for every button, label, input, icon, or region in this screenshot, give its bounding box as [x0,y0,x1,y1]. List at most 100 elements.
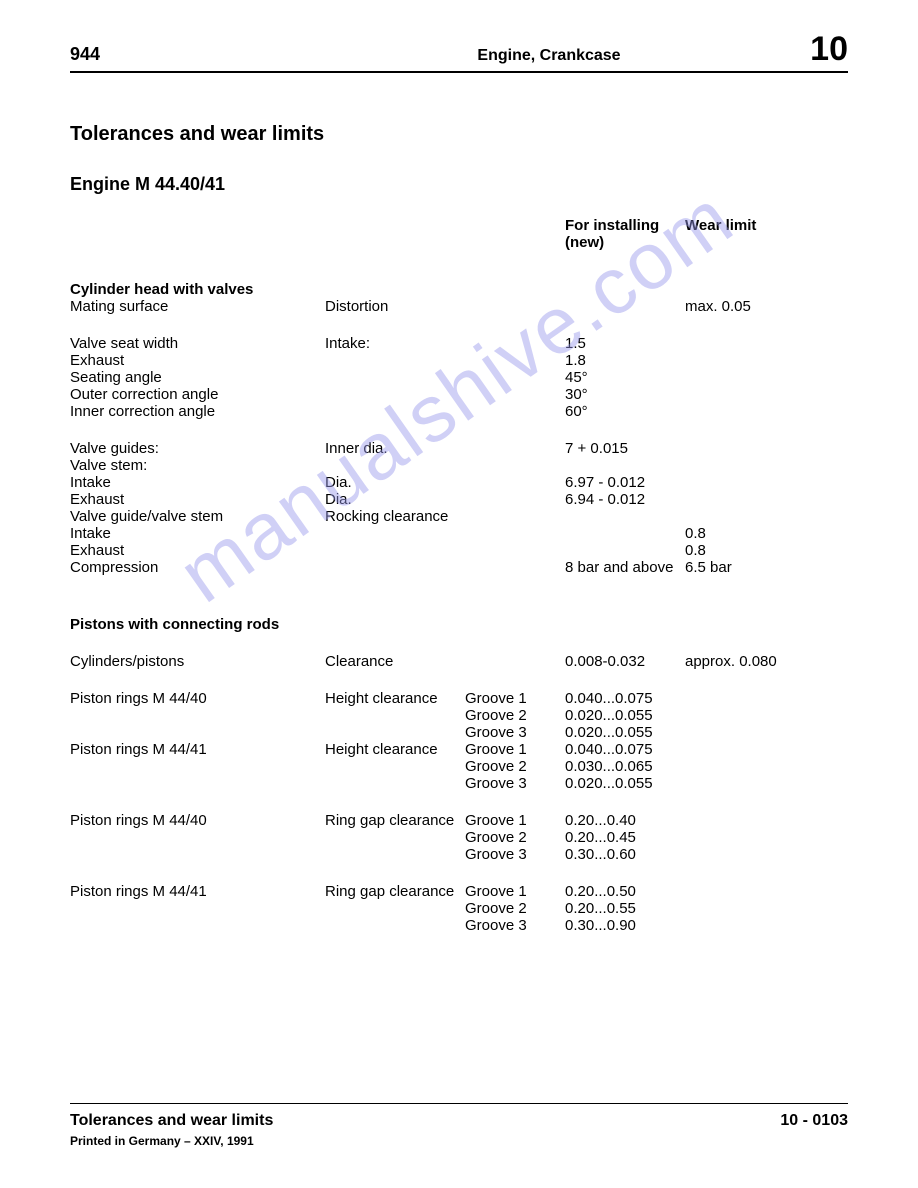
cell-new-value [565,542,685,559]
cell-measure [325,352,465,369]
cell-groove: Groove 3 [465,846,565,863]
cell-wear-value [685,508,805,525]
row-spacer [70,633,848,653]
cell-label [70,707,325,724]
cell-measure [325,775,465,792]
chapter-number: 10 [768,30,848,69]
col-header-new: For installing (new) [565,217,685,251]
cell-groove: Groove 3 [465,724,565,741]
row-spacer [70,420,848,440]
data-row: Groove 30.020...0.055 [70,775,848,792]
cell-groove [465,491,565,508]
cell-groove: Groove 1 [465,741,565,758]
col-header-wear: Wear limit [685,217,805,251]
cell-label: Outer correction angle [70,386,325,403]
cell-groove [465,559,565,576]
cell-wear-value [685,335,805,352]
cell-label: Piston rings M 44/41 [70,741,325,758]
footer-page: 10 - 0103 [780,1112,848,1130]
cell-label: Intake [70,474,325,491]
cell-wear-value [685,403,805,420]
cell-measure [325,829,465,846]
footer: Tolerances and wear limits 10 - 0103 Pri… [70,1103,848,1148]
cell-label: Valve guides: [70,440,325,457]
cell-new-value: 45° [565,369,685,386]
cell-label [70,846,325,863]
cell-groove [465,457,565,474]
cell-wear-value [685,846,805,863]
data-row: Intake0.8 [70,525,848,542]
cell-label: Exhaust [70,352,325,369]
cell-wear-value [685,829,805,846]
cell-wear-value [685,775,805,792]
cell-wear-value [685,741,805,758]
cell-new-value: 30° [565,386,685,403]
footer-title: Tolerances and wear limits [70,1112,273,1130]
cell-label [70,917,325,934]
cell-groove: Groove 2 [465,900,565,917]
cell-groove [465,542,565,559]
page-title: Tolerances and wear limits [70,123,848,146]
cell-label: Intake [70,525,325,542]
cell-label: Valve seat width [70,335,325,352]
cell-new-value: 0.040...0.075 [565,690,685,707]
cell-wear-value [685,474,805,491]
data-row: IntakeDia.6.97 - 0.012 [70,474,848,491]
cell-wear-value: approx. 0.080 [685,653,805,670]
cell-label: Piston rings M 44/40 [70,690,325,707]
cell-label: Exhaust [70,491,325,508]
cell-label: Exhaust [70,542,325,559]
cell-new-value: 60° [565,403,685,420]
cell-new-value [565,457,685,474]
top-header: 944 Engine, Crankcase 10 [70,30,848,73]
cell-label: Valve stem: [70,457,325,474]
cell-new-value: 0.20...0.40 [565,812,685,829]
cell-measure: Ring gap clearance [325,883,465,900]
cell-measure [325,900,465,917]
cylinder-head-heading: Cylinder head with valves [70,281,848,298]
cell-wear-value [685,690,805,707]
cell-measure [325,542,465,559]
row-spacer [70,863,848,883]
cell-groove: Groove 1 [465,883,565,900]
data-row: Piston rings M 44/41Ring gap clearanceGr… [70,883,848,900]
cell-new-value: 0.040...0.075 [565,741,685,758]
cell-measure: Intake: [325,335,465,352]
cell-new-value: 8 bar and above [565,559,685,576]
row-spacer [70,315,848,335]
cell-measure [325,386,465,403]
cell-groove: Groove 1 [465,690,565,707]
cell-groove [465,440,565,457]
data-row: Valve guide/valve stemRocking clearance [70,508,848,525]
cell-wear-value: 6.5 bar [685,559,805,576]
cell-new-value: 0.020...0.055 [565,724,685,741]
cell-groove: Groove 2 [465,758,565,775]
data-row: Groove 30.30...0.60 [70,846,848,863]
cell-groove [465,369,565,386]
cell-wear-value [685,900,805,917]
cell-wear-value [685,386,805,403]
cell-measure: Ring gap clearance [325,812,465,829]
cell-groove [465,474,565,491]
cell-label: Seating angle [70,369,325,386]
cell-measure [325,707,465,724]
cell-wear-value [685,491,805,508]
cell-new-value: 6.94 - 0.012 [565,491,685,508]
cell-wear-value [685,883,805,900]
cell-label: Piston rings M 44/41 [70,883,325,900]
data-row: Piston rings M 44/40Height clearanceGroo… [70,690,848,707]
cell-new-value: 0.30...0.90 [565,917,685,934]
cell-groove: Groove 2 [465,829,565,846]
cell-wear-value [685,440,805,457]
cell-label: Inner correction angle [70,403,325,420]
cell-label [70,758,325,775]
cell-label: Valve guide/valve stem [70,508,325,525]
cell-label [70,900,325,917]
cylinder-head-rows: Mating surfaceDistortionmax. 0.05 Valve s… [70,298,848,576]
cell-measure [325,846,465,863]
data-row: Mating surfaceDistortionmax. 0.05 [70,298,848,315]
data-row: Valve stem: [70,457,848,474]
cell-measure: Inner dia. [325,440,465,457]
cell-measure [325,369,465,386]
row-spacer [70,670,848,690]
